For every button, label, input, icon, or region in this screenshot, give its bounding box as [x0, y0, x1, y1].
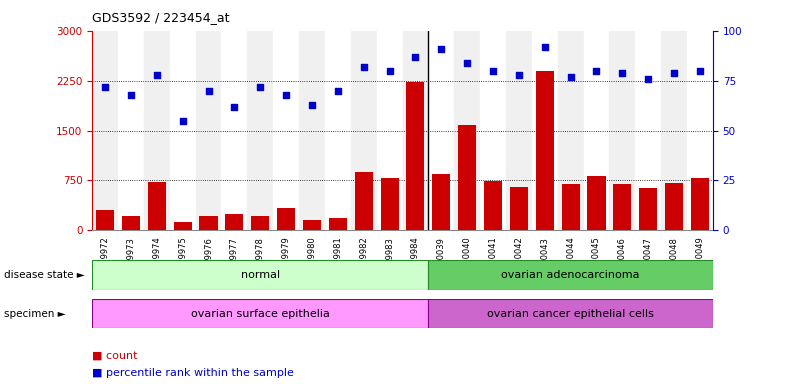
Bar: [429, 299, 713, 328]
Bar: [665, 183, 683, 230]
Bar: [355, 172, 372, 230]
Bar: [429, 260, 713, 290]
Point: [668, 70, 681, 76]
Bar: [458, 125, 477, 230]
Point: [228, 104, 241, 110]
Point: [280, 91, 292, 98]
Bar: [635, 31, 661, 230]
Point: [254, 84, 267, 90]
Bar: [614, 184, 631, 230]
Bar: [691, 178, 709, 230]
Point: [305, 101, 318, 108]
Point: [357, 64, 370, 70]
Bar: [584, 31, 610, 230]
Bar: [92, 260, 429, 290]
Bar: [454, 31, 480, 230]
Text: specimen ►: specimen ►: [4, 308, 66, 319]
Bar: [225, 214, 244, 230]
Bar: [303, 220, 321, 230]
Point: [409, 54, 422, 60]
Point: [590, 68, 603, 74]
Bar: [532, 31, 557, 230]
Text: disease state ►: disease state ►: [4, 270, 85, 280]
Bar: [587, 176, 606, 230]
Text: GDS3592 / 223454_at: GDS3592 / 223454_at: [92, 12, 230, 25]
Bar: [351, 31, 376, 230]
Point: [383, 68, 396, 74]
Bar: [92, 299, 429, 328]
Bar: [248, 31, 273, 230]
Bar: [92, 31, 118, 230]
Bar: [557, 31, 584, 230]
Point: [124, 91, 137, 98]
Bar: [199, 217, 218, 230]
Point: [564, 74, 577, 80]
Point: [99, 84, 111, 90]
Bar: [195, 31, 221, 230]
Point: [487, 68, 500, 74]
Bar: [174, 222, 191, 230]
Text: ovarian cancer epithelial cells: ovarian cancer epithelial cells: [487, 308, 654, 319]
Point: [694, 68, 706, 74]
Text: normal: normal: [240, 270, 280, 280]
Bar: [610, 31, 635, 230]
Bar: [277, 208, 295, 230]
Point: [151, 71, 163, 78]
Point: [202, 88, 215, 94]
Point: [332, 88, 344, 94]
Bar: [480, 31, 506, 230]
Bar: [510, 187, 528, 230]
Bar: [687, 31, 713, 230]
Text: ■ percentile rank within the sample: ■ percentile rank within the sample: [92, 368, 294, 378]
Bar: [433, 174, 450, 230]
Bar: [506, 31, 532, 230]
Bar: [299, 31, 325, 230]
Point: [513, 71, 525, 78]
Point: [538, 44, 551, 50]
Bar: [380, 178, 399, 230]
Bar: [403, 31, 429, 230]
Point: [435, 46, 448, 52]
Bar: [639, 189, 658, 230]
Bar: [325, 31, 351, 230]
Bar: [96, 210, 114, 230]
Bar: [118, 31, 144, 230]
Text: ■ count: ■ count: [92, 350, 138, 360]
Bar: [147, 182, 166, 230]
Bar: [661, 31, 687, 230]
Bar: [170, 31, 195, 230]
Bar: [252, 217, 269, 230]
Point: [461, 60, 473, 66]
Bar: [562, 184, 580, 230]
Bar: [122, 216, 140, 230]
Bar: [328, 218, 347, 230]
Bar: [221, 31, 248, 230]
Bar: [273, 31, 299, 230]
Text: ovarian surface epithelia: ovarian surface epithelia: [191, 308, 330, 319]
Point: [176, 118, 189, 124]
Point: [616, 70, 629, 76]
Bar: [429, 31, 454, 230]
Bar: [484, 181, 502, 230]
Text: ovarian adenocarcinoma: ovarian adenocarcinoma: [501, 270, 640, 280]
Bar: [144, 31, 170, 230]
Bar: [406, 82, 425, 230]
Bar: [376, 31, 403, 230]
Point: [642, 76, 654, 82]
Bar: [536, 71, 553, 230]
